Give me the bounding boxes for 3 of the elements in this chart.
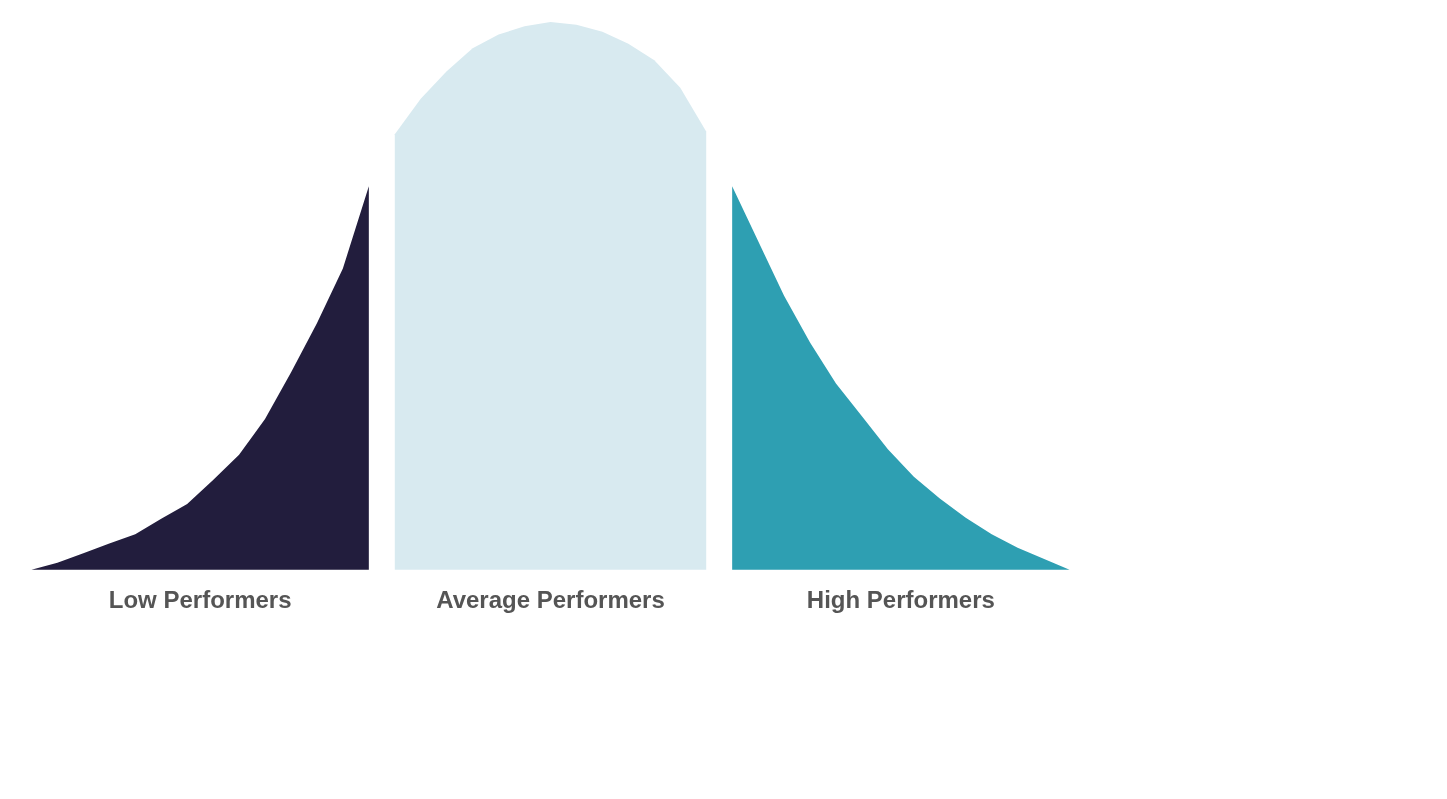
series-label: Low Performers bbox=[108, 586, 292, 614]
series-label: High Performers bbox=[806, 586, 995, 614]
series-label: Average Performers bbox=[436, 586, 665, 614]
